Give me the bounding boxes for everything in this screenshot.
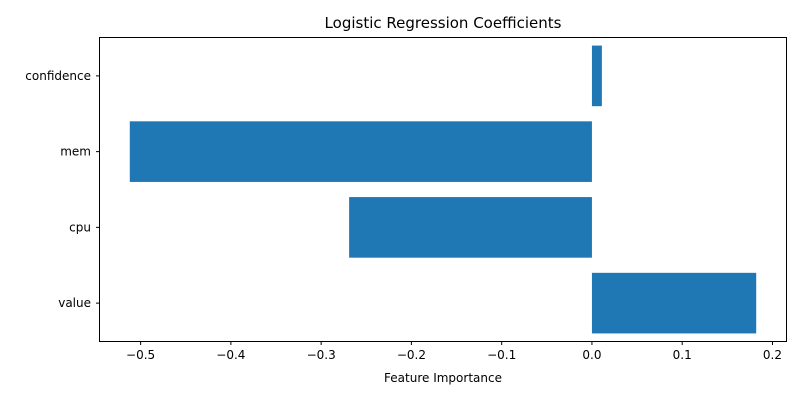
x-axis-label: Feature Importance [384, 371, 502, 385]
x-tick-label: −0.3 [307, 348, 336, 362]
y-tick-label: mem [60, 145, 91, 159]
x-tick-label: −0.1 [487, 348, 516, 362]
chart-title: Logistic Regression Coefficients [325, 14, 562, 32]
x-tick-label: −0.2 [397, 348, 426, 362]
y-axis-ticks: value cpu mem confidence [25, 69, 100, 310]
plot-frame [99, 37, 787, 342]
y-tick-label: confidence [25, 69, 91, 83]
x-tick-label: 0.1 [673, 348, 692, 362]
x-tick-label: 0.2 [763, 348, 782, 362]
x-axis-ticks: −0.5 −0.4 −0.3 −0.2 −0.1 0.0 0.1 0.2 [126, 341, 782, 362]
y-tick-label: value [58, 296, 91, 310]
bar-mem [129, 121, 592, 182]
x-tick-label: 0.0 [582, 348, 601, 362]
x-tick-label: −0.5 [126, 348, 155, 362]
bar-cpu [349, 197, 592, 258]
bars-group [129, 45, 757, 334]
y-tick-label: cpu [69, 220, 91, 234]
x-tick-label: −0.4 [216, 348, 245, 362]
bar-confidence [591, 45, 602, 107]
bar-value [591, 272, 757, 334]
